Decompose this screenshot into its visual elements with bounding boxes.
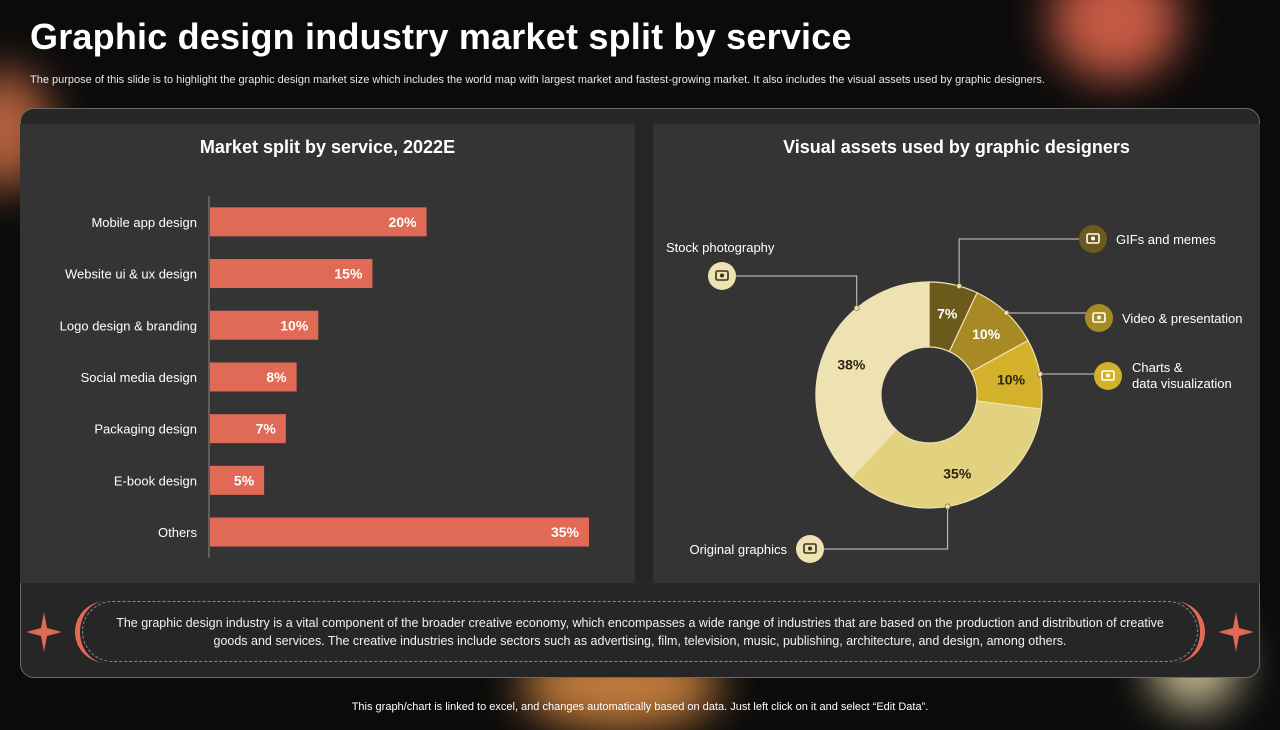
summary-box — [82, 601, 1198, 662]
bar[interactable] — [210, 259, 373, 289]
bar[interactable] — [210, 414, 286, 444]
moon-star-left-icon — [26, 601, 106, 663]
donut-slice[interactable] — [850, 400, 1042, 509]
bar[interactable] — [210, 517, 589, 547]
category-label: Website ui & ux design — [65, 267, 197, 282]
moon-star-right-icon — [1174, 601, 1254, 663]
callout-dot — [1003, 310, 1010, 316]
category-label: E-book design — [114, 473, 197, 488]
bar[interactable] — [210, 362, 297, 392]
category-label: Packaging design — [94, 422, 197, 437]
callout-label: Original graphics — [689, 542, 787, 557]
slide-subtitle: The purpose of this slide is to highligh… — [30, 74, 1045, 86]
pen-paper-icon-glyph — [803, 543, 817, 554]
callout-line — [735, 275, 858, 309]
bar[interactable] — [210, 465, 265, 495]
bar-value-label: 10% — [280, 317, 309, 333]
bar-chart-title: Market split by service, 2022E — [199, 137, 456, 157]
slice-value-label: 38% — [837, 356, 866, 372]
callout-line — [823, 506, 949, 550]
bar-value-label: 8% — [266, 369, 287, 385]
bar-value-label: 20% — [389, 214, 418, 230]
callout-line — [958, 238, 1080, 287]
gif-icon-glyph — [1086, 233, 1100, 244]
summary-text: The graphic design industry is a vital c… — [116, 616, 1164, 648]
callout-dot — [853, 305, 860, 312]
bar[interactable] — [210, 310, 319, 340]
category-label: Logo design & branding — [60, 318, 197, 333]
callout-dot — [944, 503, 951, 510]
category-label: Others — [158, 525, 198, 540]
donut-chart-title: Visual assets used by graphic designers — [783, 137, 1130, 157]
slice-value-label: 10% — [997, 371, 1026, 387]
bar-value-label: 35% — [551, 524, 580, 540]
callout-label: GIFs and memes — [1116, 232, 1216, 247]
bar[interactable] — [210, 207, 427, 237]
callout-label: data visualization — [1132, 376, 1232, 391]
bar-value-label: 7% — [256, 421, 277, 437]
category-label: Social media design — [81, 370, 197, 385]
callout-label: Stock photography — [666, 240, 775, 255]
category-label: Mobile app design — [91, 215, 197, 230]
slice-value-label: 35% — [943, 466, 972, 482]
camera-icon-glyph — [715, 270, 729, 281]
slice-value-label: 7% — [937, 306, 958, 322]
slide-title: Graphic design industry market split by … — [30, 16, 852, 57]
callout-label: Charts & — [1132, 360, 1183, 375]
donut-slice[interactable] — [815, 281, 930, 479]
bar-value-label: 15% — [334, 266, 363, 282]
footer-note: This graph/chart is linked to excel, and… — [351, 701, 929, 713]
video-icon-glyph — [1092, 312, 1106, 323]
callout-label: Video & presentation — [1122, 311, 1242, 326]
callout-dot — [956, 283, 963, 289]
bar-chart-panel — [20, 124, 635, 583]
callout-dot — [1037, 371, 1043, 377]
slice-value-label: 10% — [972, 326, 1001, 342]
presentation-chart-icon-glyph — [1101, 370, 1115, 381]
bar-value-label: 5% — [234, 472, 255, 488]
